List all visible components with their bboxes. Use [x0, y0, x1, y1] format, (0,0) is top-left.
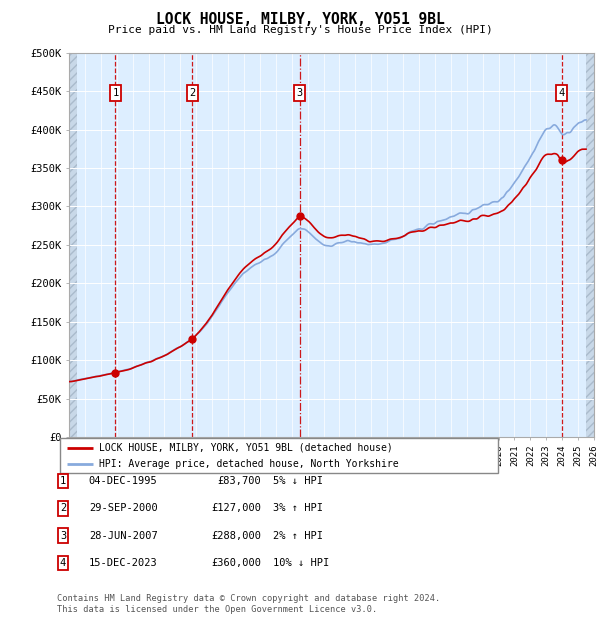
Text: £127,000: £127,000 — [211, 503, 261, 513]
Text: 2: 2 — [189, 88, 196, 98]
Text: 1: 1 — [112, 88, 119, 98]
Bar — [586, 53, 594, 437]
Text: LOCK HOUSE, MILBY, YORK, YO51 9BL: LOCK HOUSE, MILBY, YORK, YO51 9BL — [155, 12, 445, 27]
Text: £83,700: £83,700 — [217, 476, 261, 486]
Text: 3: 3 — [60, 531, 66, 541]
Text: 1: 1 — [60, 476, 66, 486]
Text: 28-JUN-2007: 28-JUN-2007 — [89, 531, 158, 541]
Text: 4: 4 — [559, 88, 565, 98]
Text: 5% ↓ HPI: 5% ↓ HPI — [273, 476, 323, 486]
Text: £288,000: £288,000 — [211, 531, 261, 541]
Text: 2% ↑ HPI: 2% ↑ HPI — [273, 531, 323, 541]
Text: LOCK HOUSE, MILBY, YORK, YO51 9BL (detached house): LOCK HOUSE, MILBY, YORK, YO51 9BL (detac… — [100, 443, 393, 453]
Text: 29-SEP-2000: 29-SEP-2000 — [89, 503, 158, 513]
Text: 3: 3 — [296, 88, 303, 98]
Text: 2: 2 — [60, 503, 66, 513]
Text: 3% ↑ HPI: 3% ↑ HPI — [273, 503, 323, 513]
Text: 4: 4 — [60, 558, 66, 568]
Text: Price paid vs. HM Land Registry's House Price Index (HPI): Price paid vs. HM Land Registry's House … — [107, 25, 493, 35]
Text: 10% ↓ HPI: 10% ↓ HPI — [273, 558, 329, 568]
Text: 04-DEC-1995: 04-DEC-1995 — [89, 476, 158, 486]
Text: This data is licensed under the Open Government Licence v3.0.: This data is licensed under the Open Gov… — [57, 604, 377, 614]
FancyBboxPatch shape — [60, 438, 498, 473]
Bar — [69, 53, 77, 437]
Text: £360,000: £360,000 — [211, 558, 261, 568]
Text: 15-DEC-2023: 15-DEC-2023 — [89, 558, 158, 568]
Text: Contains HM Land Registry data © Crown copyright and database right 2024.: Contains HM Land Registry data © Crown c… — [57, 593, 440, 603]
Text: HPI: Average price, detached house, North Yorkshire: HPI: Average price, detached house, Nort… — [100, 459, 399, 469]
